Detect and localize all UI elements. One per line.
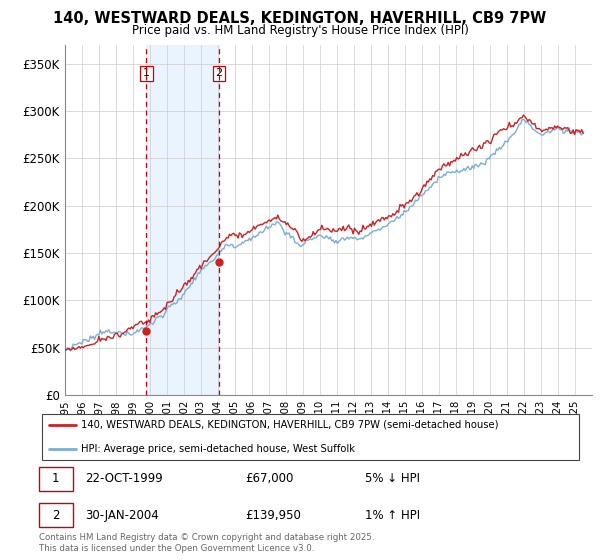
Text: Price paid vs. HM Land Registry's House Price Index (HPI): Price paid vs. HM Land Registry's House … <box>131 24 469 36</box>
Text: 1: 1 <box>52 473 59 486</box>
Text: 22-OCT-1999: 22-OCT-1999 <box>85 473 163 486</box>
FancyBboxPatch shape <box>39 468 73 491</box>
Text: 1: 1 <box>143 68 150 78</box>
Text: 2: 2 <box>52 508 59 521</box>
Text: 30-JAN-2004: 30-JAN-2004 <box>85 508 159 521</box>
Bar <box>146 45 219 395</box>
Text: Contains HM Land Registry data © Crown copyright and database right 2025.
This d: Contains HM Land Registry data © Crown c… <box>39 533 374 553</box>
FancyBboxPatch shape <box>42 414 579 460</box>
FancyBboxPatch shape <box>39 503 73 526</box>
Text: 5% ↓ HPI: 5% ↓ HPI <box>365 473 420 486</box>
Text: HPI: Average price, semi-detached house, West Suffolk: HPI: Average price, semi-detached house,… <box>82 444 355 454</box>
Text: 1% ↑ HPI: 1% ↑ HPI <box>365 508 420 521</box>
Text: 140, WESTWARD DEALS, KEDINGTON, HAVERHILL, CB9 7PW (semi-detached house): 140, WESTWARD DEALS, KEDINGTON, HAVERHIL… <box>82 419 499 430</box>
Text: 140, WESTWARD DEALS, KEDINGTON, HAVERHILL, CB9 7PW: 140, WESTWARD DEALS, KEDINGTON, HAVERHIL… <box>53 11 547 26</box>
Text: 2: 2 <box>215 68 223 78</box>
Text: £139,950: £139,950 <box>245 508 301 521</box>
Text: £67,000: £67,000 <box>245 473 294 486</box>
